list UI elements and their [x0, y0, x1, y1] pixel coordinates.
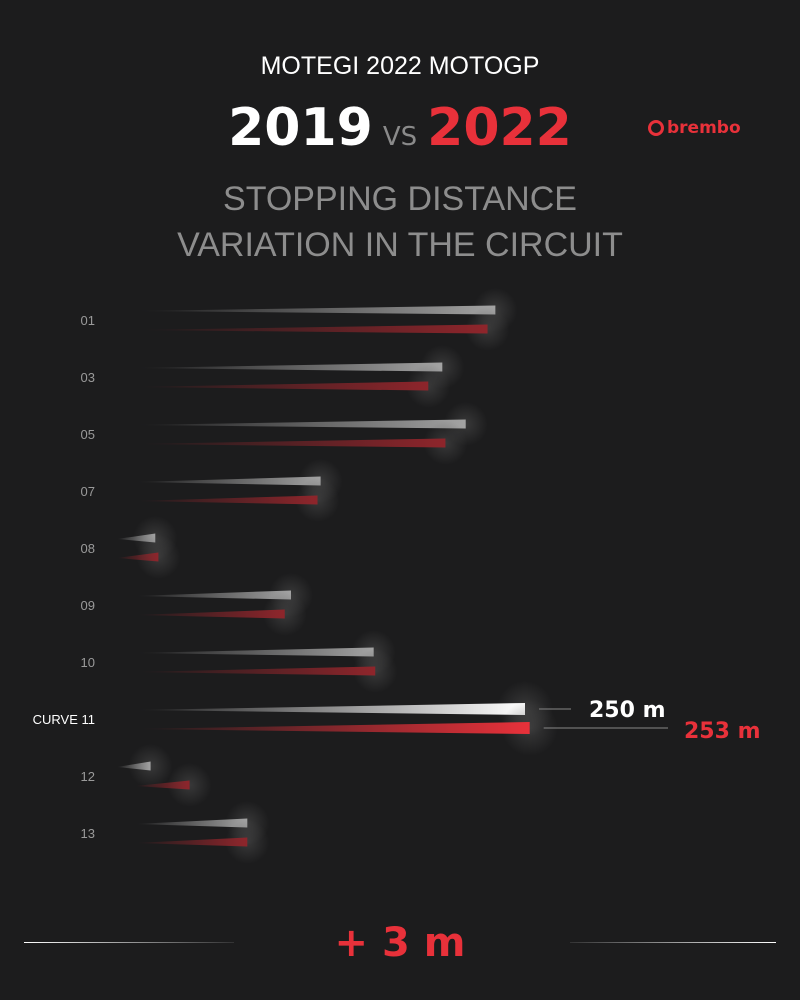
brembo-logo: brembo [648, 118, 741, 138]
category-label: 12 [81, 769, 95, 784]
bar-2022-08 [117, 552, 159, 562]
brembo-logo-text: brembo [667, 118, 741, 138]
headline: 2019 VS 2022 [0, 98, 800, 167]
event-subtitle: MOTEGI 2022 MOTOGP [260, 52, 540, 80]
bar-2022-01 [135, 324, 488, 334]
bar-2019-curve-11 [135, 703, 525, 715]
bar-2022-10 [135, 666, 376, 676]
category-label: 10 [81, 655, 95, 670]
bar-2019-09 [135, 590, 291, 600]
category-label: 08 [81, 541, 95, 556]
bar-2022-12 [135, 780, 190, 790]
bar-2022-curve-11 [135, 722, 530, 734]
category-label: 03 [81, 370, 95, 385]
category-label: CURVE 11 [33, 712, 95, 727]
title-line-1: STOPPING DISTANCE [223, 180, 577, 218]
bar-2019-13 [135, 818, 248, 828]
chart-title: STOPPING DISTANCE VARIATION IN THE CIRCU… [0, 176, 800, 268]
bar-2019-01 [135, 305, 496, 315]
bar-2022-09 [135, 609, 285, 619]
bar-2019-03 [135, 362, 443, 372]
brembo-disc-icon [648, 120, 664, 136]
bar-2019-12 [117, 761, 151, 771]
bar-2019-05 [135, 419, 466, 429]
footer-divider-left [24, 942, 234, 943]
bar-2022-05 [135, 438, 446, 448]
year-2022: 2022 [427, 98, 572, 158]
year-2019: 2019 [228, 98, 373, 158]
category-label: 05 [81, 427, 95, 442]
bar-2022-03 [135, 381, 429, 391]
bar-2019-07 [135, 476, 321, 486]
bar-2022-13 [135, 837, 248, 847]
category-label: 09 [81, 598, 95, 613]
category-label: 13 [81, 826, 95, 841]
footer-divider-right [570, 942, 776, 943]
title-line-2: VARIATION IN THE CIRCUIT [177, 226, 623, 264]
annotation-2019: 250 m [589, 698, 666, 723]
difference-value: + 3 m [334, 920, 466, 966]
category-label: 01 [81, 313, 95, 328]
category-label: 07 [81, 484, 95, 499]
bar-2022-07 [135, 495, 318, 505]
vs-label: VS [382, 122, 418, 152]
annotation-2022: 253 m [684, 719, 761, 744]
bar-2019-10 [135, 647, 374, 657]
